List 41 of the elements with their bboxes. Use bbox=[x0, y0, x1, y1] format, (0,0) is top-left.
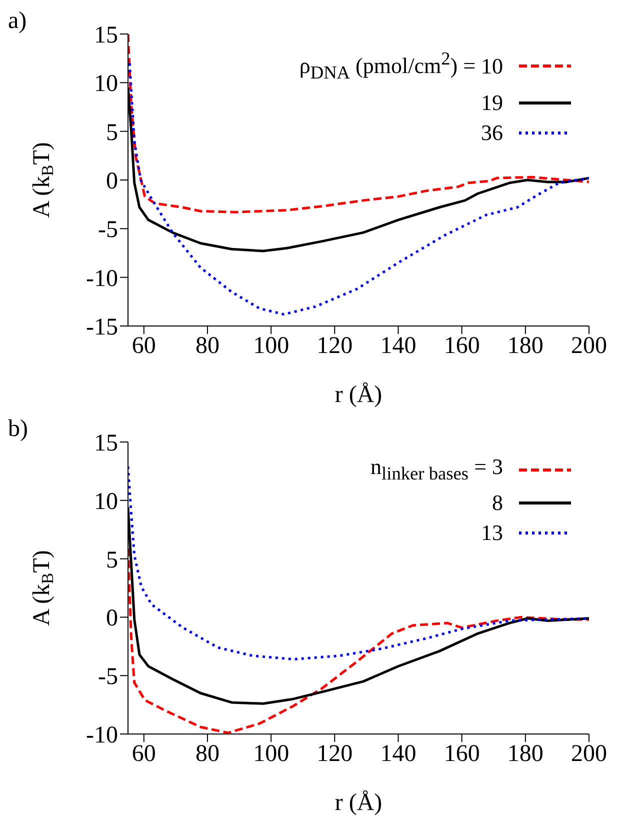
legend-label: 36 bbox=[481, 118, 503, 147]
y-tick-label: 15 bbox=[94, 430, 118, 457]
legend-label: 13 bbox=[481, 519, 503, 548]
x-tick-label: 80 bbox=[195, 333, 220, 360]
x-tick-label: 140 bbox=[380, 741, 416, 768]
legend-label: 19 bbox=[481, 88, 503, 117]
y-tick-label: 5 bbox=[106, 547, 118, 574]
y-tick-label: 10 bbox=[94, 71, 118, 98]
y-tick-label: 0 bbox=[106, 168, 118, 195]
x-axis-title: r (Å) bbox=[334, 790, 382, 816]
x-tick-label: 160 bbox=[444, 333, 480, 360]
y-tick-label: -5 bbox=[98, 664, 118, 690]
y-tick-label: 5 bbox=[106, 120, 118, 146]
x-tick-label: 80 bbox=[195, 741, 220, 768]
y-tick-label: -10 bbox=[86, 266, 118, 292]
x-tick-label: 60 bbox=[132, 741, 156, 768]
x-tick-label: 100 bbox=[253, 333, 290, 360]
x-tick-label: 180 bbox=[507, 741, 544, 768]
legend-label: 3 bbox=[492, 454, 503, 479]
x-axis-title: r (Å) bbox=[334, 382, 382, 408]
x-tick-label: 120 bbox=[316, 741, 353, 768]
y-tick-label: 10 bbox=[94, 488, 118, 515]
x-tick-label: 160 bbox=[444, 741, 480, 768]
y-tick-label: -5 bbox=[98, 217, 118, 244]
chart-title: b) bbox=[8, 416, 28, 443]
y-tick-label: -10 bbox=[86, 722, 118, 749]
x-tick-label: 180 bbox=[507, 333, 544, 360]
x-tick-label: 200 bbox=[571, 333, 607, 360]
y-tick-label: -15 bbox=[86, 314, 118, 341]
chart-title: a) bbox=[8, 8, 27, 35]
x-tick-label: 60 bbox=[132, 333, 156, 360]
x-tick-label: 100 bbox=[253, 741, 290, 768]
y-tick-label: 0 bbox=[106, 606, 118, 632]
x-tick-label: 200 bbox=[571, 741, 607, 768]
legend-label: 8 bbox=[492, 489, 503, 518]
y-tick-label: 15 bbox=[94, 22, 118, 49]
legend-label: 10 bbox=[481, 53, 503, 78]
x-tick-label: 120 bbox=[316, 333, 353, 360]
legend-title: ρ$_{DNA}$ (pmol/cm$^{2}$) = bbox=[299, 49, 476, 83]
legend-title: n$_{linker bases}$ = bbox=[370, 454, 488, 484]
x-tick-label: 140 bbox=[380, 333, 416, 360]
